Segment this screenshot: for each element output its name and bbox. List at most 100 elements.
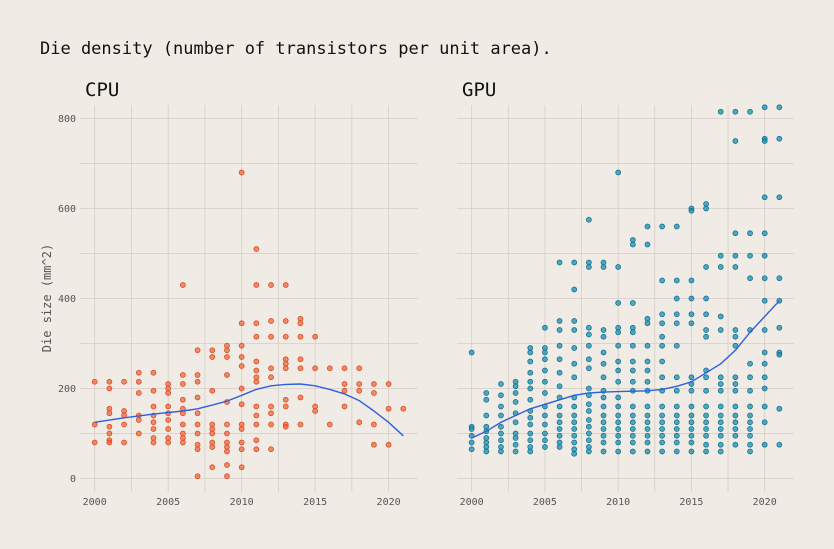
data-point [703, 311, 709, 318]
data-point [224, 421, 230, 428]
data-point [194, 394, 201, 401]
data-point [644, 358, 651, 365]
data-point [761, 327, 768, 333]
data-point [542, 412, 548, 419]
data-point [659, 419, 665, 426]
data-point [688, 426, 695, 432]
data-point [586, 430, 592, 437]
data-point [659, 320, 665, 327]
data-point [571, 439, 578, 446]
data-point [282, 423, 289, 430]
data-point [644, 448, 651, 455]
data-point [180, 396, 186, 403]
x-tick-label: 2000 [460, 497, 484, 508]
data-point [776, 405, 783, 412]
data-point [135, 417, 142, 423]
data-point [571, 432, 578, 439]
data-point [224, 473, 230, 480]
data-point [673, 448, 680, 455]
data-point [341, 387, 348, 394]
data-point [644, 378, 651, 385]
data-point [629, 367, 636, 374]
cpu-panel: CPU 2000 2005 2010 2015 2020 0 200 400 600 800 [58, 79, 418, 508]
data-point [483, 448, 490, 455]
data-point [238, 446, 245, 453]
data-point [600, 403, 607, 410]
data-point [512, 383, 519, 390]
data-point [571, 345, 578, 351]
data-point [586, 401, 592, 408]
data-point [542, 390, 548, 396]
data-point [282, 333, 289, 340]
data-point [165, 426, 172, 432]
data-point [717, 432, 724, 439]
data-point [371, 421, 377, 428]
data-point [282, 282, 289, 288]
data-point [732, 426, 739, 432]
data-point [542, 430, 548, 437]
chart-title: Die density (number of transistors per u… [40, 39, 552, 59]
data-point [512, 390, 519, 396]
data-point [629, 419, 636, 426]
data-point [512, 419, 519, 426]
data-point [268, 318, 274, 324]
data-point [600, 419, 607, 426]
data-point [556, 426, 563, 432]
data-point [747, 432, 753, 439]
data-point [600, 333, 607, 340]
x-tick-label: 2005 [156, 497, 180, 508]
data-point [732, 230, 739, 237]
data-point [542, 324, 548, 331]
data-point [747, 252, 753, 259]
data-point [586, 356, 592, 363]
data-point [776, 324, 783, 331]
data-point [644, 439, 651, 446]
data-point [498, 403, 504, 410]
data-point [629, 439, 636, 446]
data-point [776, 275, 783, 282]
data-point [761, 252, 768, 259]
data-point [761, 104, 768, 111]
data-point [688, 432, 695, 439]
data-point [121, 439, 127, 446]
data-point [282, 365, 289, 372]
data-point [732, 108, 739, 115]
data-point [732, 342, 739, 349]
data-point [268, 365, 274, 372]
data-point [644, 419, 651, 426]
data-point [194, 410, 201, 417]
data-point [371, 390, 377, 396]
data-point [542, 378, 548, 385]
trend-line [471, 300, 780, 439]
x-tick-label: 2010 [606, 497, 630, 508]
data-point [106, 378, 113, 385]
data-point [659, 374, 665, 381]
data-point [600, 394, 607, 401]
data-point [644, 320, 651, 327]
data-point [571, 286, 578, 293]
gpu-panel: GPU 2000 2005 2010 2015 2020 [457, 79, 794, 508]
data-point [644, 432, 651, 439]
data-point [209, 387, 216, 394]
data-point [703, 295, 709, 302]
data-point [498, 430, 504, 437]
data-point [527, 421, 534, 428]
data-point [761, 297, 768, 304]
x-tick-label: 2020 [377, 497, 401, 508]
data-point [659, 426, 665, 432]
data-point [600, 374, 607, 381]
data-point [135, 390, 142, 396]
data-point [703, 327, 709, 333]
data-point [615, 448, 622, 455]
data-point [673, 311, 680, 318]
data-point [615, 329, 622, 336]
data-point [615, 342, 622, 349]
data-point [761, 403, 768, 410]
data-point [238, 320, 245, 327]
data-point [717, 108, 724, 115]
data-point [194, 347, 201, 354]
data-point [747, 108, 753, 115]
data-point [673, 277, 680, 284]
data-point [688, 387, 695, 394]
data-point [629, 358, 636, 365]
